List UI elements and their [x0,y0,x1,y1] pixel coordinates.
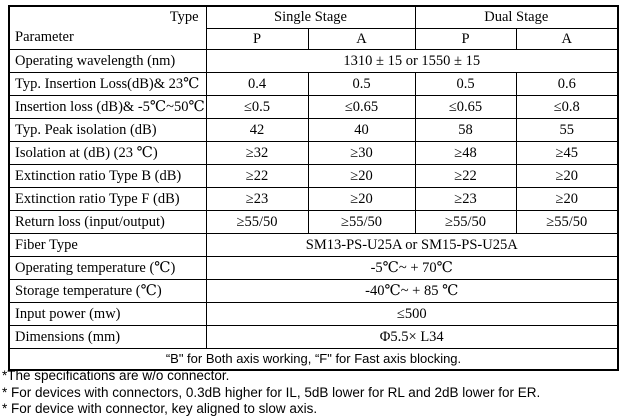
param-label: Storage temperature (℃) [8,279,207,303]
axis-working-note: “B" for Both axis working, “F" for Fast … [8,348,619,371]
table-footer-note-row: “B" for Both axis working, “F" for Fast … [8,348,619,371]
corner-header-inner: Type Parameter [10,8,205,49]
param-label: Operating wavelength (nm) [8,49,207,73]
spec-value-span: ≤500 [205,302,619,326]
spec-value: 0.5 [307,72,416,96]
spec-value: ≥55/50 [307,210,416,234]
spec-value-span: -5℃~ + 70℃ [205,256,619,280]
spec-value-span: 1310 ± 15 or 1550 ± 15 [205,49,619,73]
spec-value: 40 [307,118,416,142]
param-label: Operating temperature (℃) [8,256,207,280]
corner-header-cell: Type Parameter [8,5,207,50]
param-label: Typ. Peak isolation (dB) [8,118,207,142]
header-row-subcolumns: P A P A [9,28,619,50]
spec-value: 58 [414,118,517,142]
row-isolation-at: Isolation at (dB) (23 ℃) ≥32 ≥30 ≥48 ≥45 [8,141,619,165]
footnote-line: * For device with connector, key aligned… [2,401,318,416]
spec-value: ≤0.65 [414,95,517,119]
parameter-header-label: Parameter [15,28,74,45]
spec-value: 0.5 [414,72,517,96]
spec-value: 42 [205,118,309,142]
spec-value: ≥55/50 [414,210,517,234]
spec-value: ≥20 [515,164,619,188]
spec-value: ≥55/50 [515,210,619,234]
row-storage-temperature: Storage temperature (℃) -40℃~ + 85 ℃ [8,279,619,303]
spec-value: ≤0.8 [515,95,619,119]
row-operating-wavelength: Operating wavelength (nm) 1310 ± 15 or 1… [8,49,619,73]
row-return-loss: Return loss (input/output) ≥55/50 ≥55/50… [8,210,619,234]
spec-value: ≥20 [515,187,619,211]
row-dimensions: Dimensions (mm) Φ5.5× L34 [8,325,619,349]
spec-value: ≥30 [307,141,416,165]
subcol-header-dual-a: A [515,28,619,50]
group-header-single-stage: Single Stage [205,5,416,29]
spec-value: ≥20 [307,164,416,188]
footnotes: *The specifications are w/o connector. *… [2,368,540,418]
row-operating-temperature: Operating temperature (℃) -5℃~ + 70℃ [8,256,619,280]
spec-value: ≥55/50 [205,210,309,234]
subcol-header-single-a: A [307,28,416,50]
row-fiber-type: Fiber Type SM13-PS-U25A or SM15-PS-U25A [8,233,619,257]
spec-value-span: Φ5.5× L34 [205,325,619,349]
subcol-header-dual-p: P [414,28,517,50]
param-label: Typ. Insertion Loss(dB)& 23℃ [8,72,207,96]
footnote-line: *The specifications are w/o connector. [2,368,230,383]
header-row-groups: Type Parameter Single Stage Dual Stage [8,5,619,50]
row-extinction-ratio-type-b: Extinction ratio Type B (dB) ≥22 ≥20 ≥22… [8,164,619,188]
param-label: Dimensions (mm) [8,325,207,349]
param-label: Input power (mw) [8,302,207,326]
subcol-header-single-p: P [205,28,309,50]
group-header-dual-stage: Dual Stage [414,5,619,29]
param-label: Extinction ratio Type B (dB) [8,164,207,188]
spec-value: ≥45 [515,141,619,165]
spec-value: 0.6 [515,72,619,96]
spec-value: ≥48 [414,141,517,165]
type-header-label: Type [169,8,199,25]
spec-value: ≥20 [307,187,416,211]
row-typ-insertion-loss: Typ. Insertion Loss(dB)& 23℃ 0.4 0.5 0.5… [8,72,619,96]
row-typ-peak-isolation: Typ. Peak isolation (dB) 42 40 58 55 [8,118,619,142]
param-label: Fiber Type [8,233,207,257]
spec-value: ≤0.65 [307,95,416,119]
spec-value: ≥22 [414,164,517,188]
row-input-power: Input power (mw) ≤500 [8,302,619,326]
spec-value: ≥22 [205,164,309,188]
spec-value: ≤0.5 [205,95,309,119]
param-label: Isolation at (dB) (23 ℃) [8,141,207,165]
spec-value: ≥23 [414,187,517,211]
spec-value-span: SM13-PS-U25A or SM15-PS-U25A [205,233,619,257]
footnote-line: * For devices with connectors, 0.3dB hig… [2,384,541,400]
param-label: Return loss (input/output) [8,210,207,234]
specification-table: Type Parameter Single Stage Dual Stage P… [8,5,619,371]
spec-value-span: -40℃~ + 85 ℃ [205,279,619,303]
param-label: Insertion loss (dB)& -5℃~50℃ [8,95,207,119]
spec-value: ≥23 [205,187,309,211]
row-insertion-loss: Insertion loss (dB)& -5℃~50℃ ≤0.5 ≤0.65 … [8,95,619,119]
spec-value: 0.4 [205,72,309,96]
param-label: Extinction ratio Type F (dB) [8,187,207,211]
spec-value: ≥32 [205,141,309,165]
row-extinction-ratio-type-f: Extinction ratio Type F (dB) ≥23 ≥20 ≥23… [8,187,619,211]
spec-value: 55 [515,118,619,142]
